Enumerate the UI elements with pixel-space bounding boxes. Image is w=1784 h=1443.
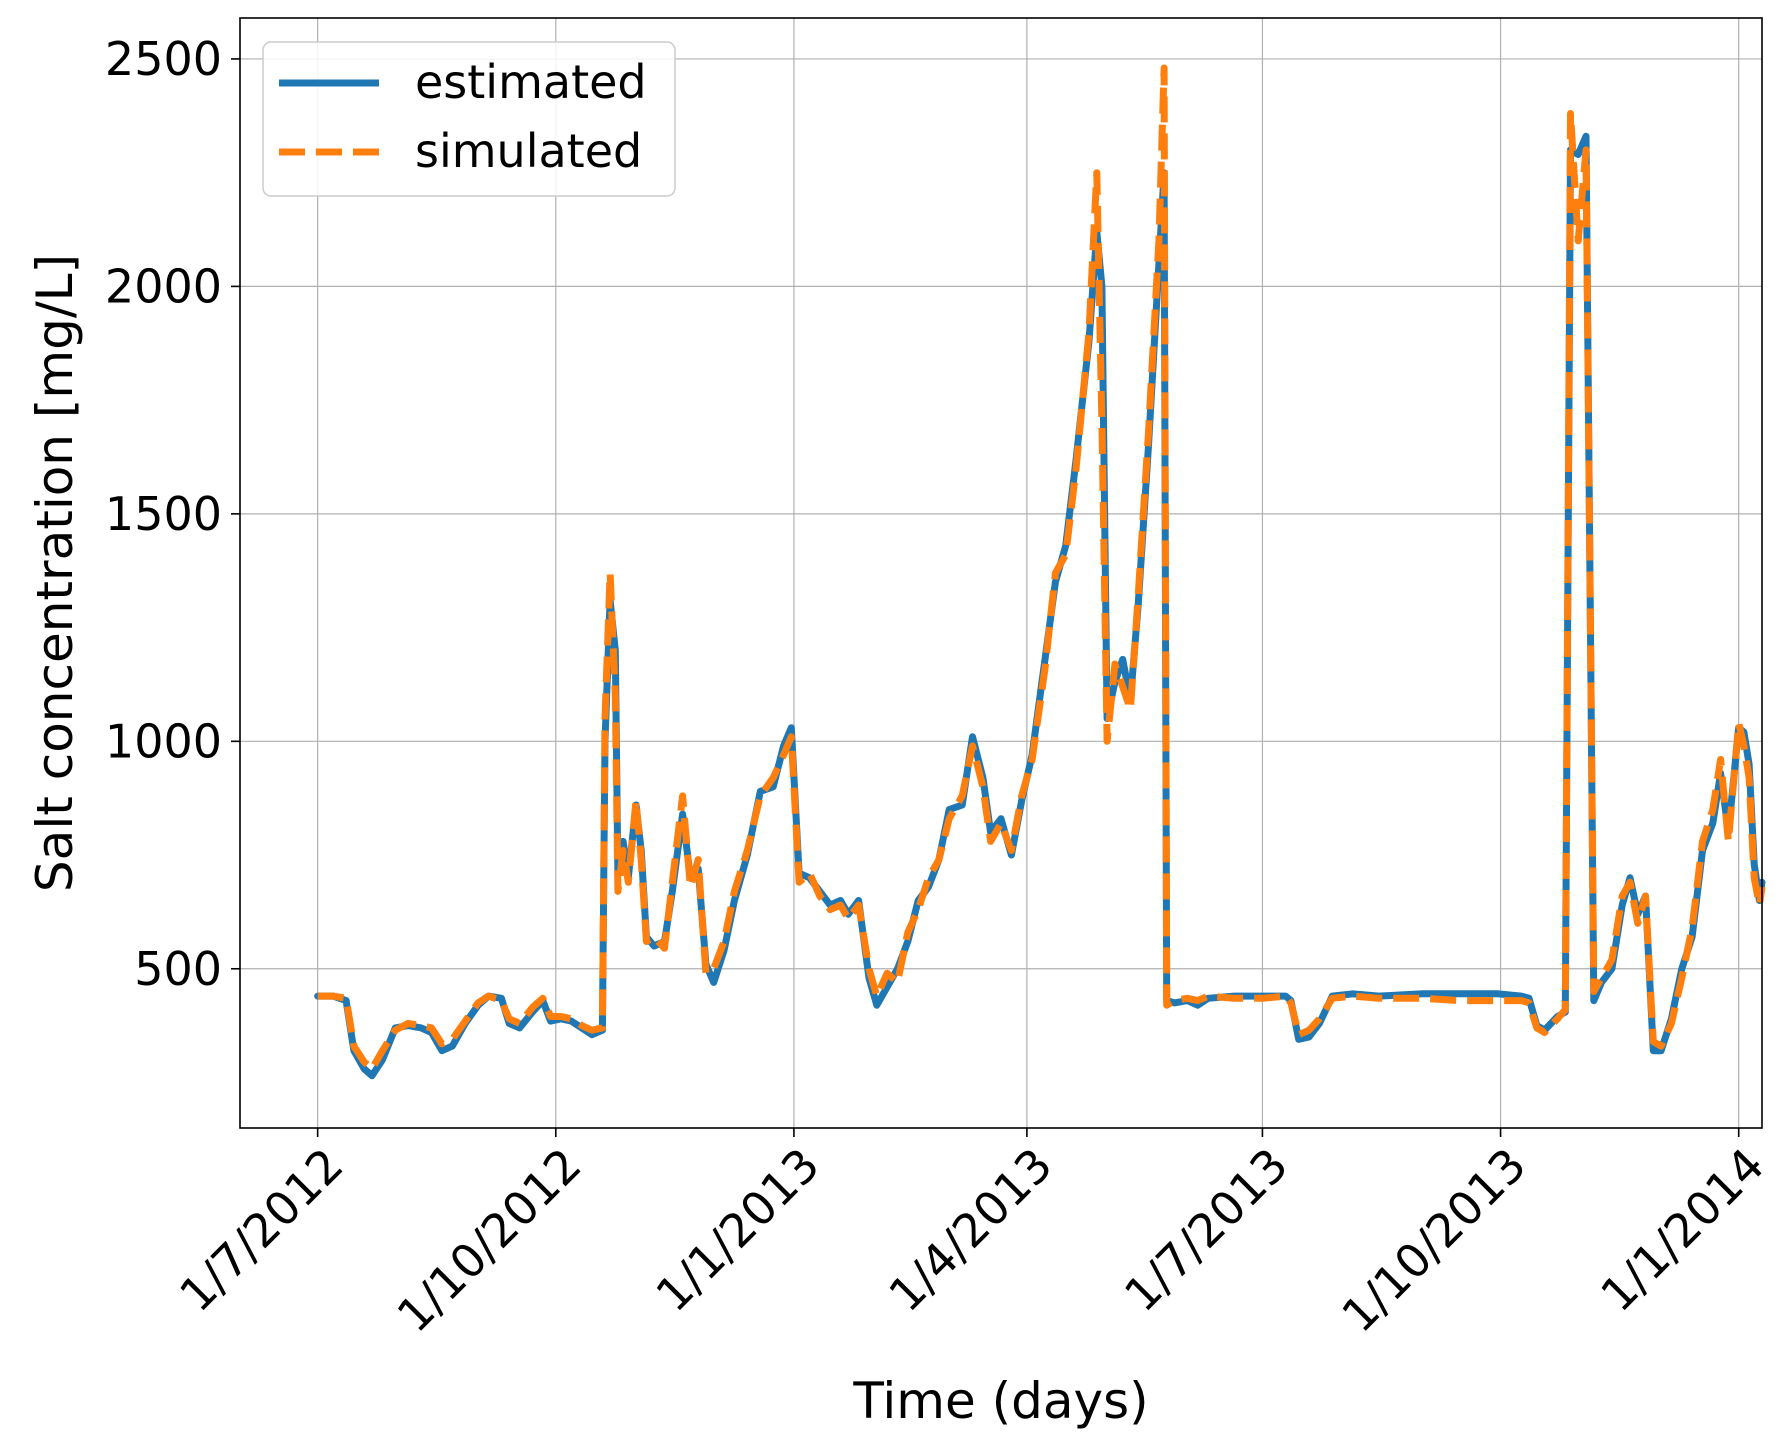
x-tick-label: 1/1/2014 xyxy=(1590,1138,1774,1322)
x-axis-label: Time (days) xyxy=(852,1372,1148,1430)
x-tick-label: 1/7/2013 xyxy=(1114,1138,1298,1322)
y-tick-label: 1500 xyxy=(105,487,222,541)
grid xyxy=(240,18,1762,1128)
plot-frame xyxy=(239,17,1763,1129)
series-line-estimated xyxy=(314,132,1766,1080)
legend-label-estimated: estimated xyxy=(415,55,647,109)
legend: estimated simulated xyxy=(262,41,676,197)
x-tick-label: 1/7/2012 xyxy=(169,1138,353,1322)
y-tick-label: 1000 xyxy=(105,714,222,768)
y-tick-label: 500 xyxy=(134,942,222,996)
x-axis: 1/7/2012 1/10/2012 1/1/2013 1/4/2013 1/7/201… xyxy=(169,1128,1774,1343)
y-tick-label: 2000 xyxy=(105,259,222,313)
y-tick-label: 2500 xyxy=(105,32,222,86)
x-tick-label: 1/1/2013 xyxy=(645,1138,829,1322)
legend-label-simulated: simulated xyxy=(415,124,642,178)
series-layer xyxy=(314,64,1766,1080)
x-tick-label: 1/4/2013 xyxy=(878,1138,1062,1322)
y-axis: 500 1000 1500 2000 2500 xyxy=(105,32,240,996)
x-tick-label: 1/10/2013 xyxy=(1331,1138,1536,1343)
y-axis-label: Salt concentration [mg/L] xyxy=(26,254,84,892)
x-tick-label: 1/10/2012 xyxy=(387,1138,592,1343)
series-line-simulated xyxy=(317,64,1766,1073)
